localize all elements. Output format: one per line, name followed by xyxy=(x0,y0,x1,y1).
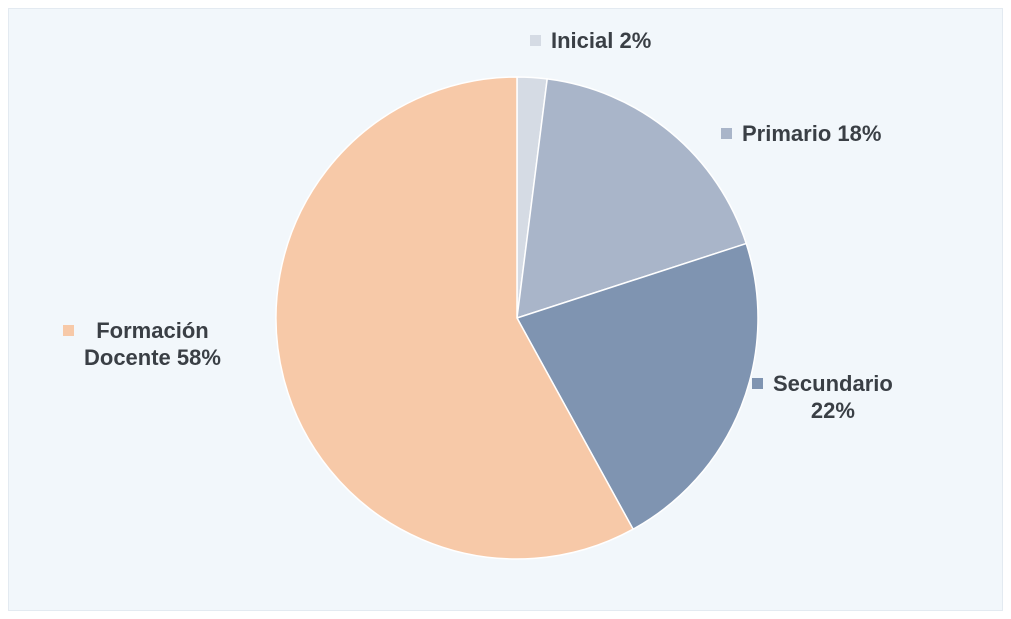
swatch-secundario xyxy=(752,378,763,389)
swatch-inicial xyxy=(530,35,541,46)
label-formacion-text: Formación Docente 58% xyxy=(84,317,221,371)
pie-slice-secundario xyxy=(515,242,759,531)
swatch-primario xyxy=(721,128,732,139)
label-secundario: Secundario 22% xyxy=(752,370,893,424)
label-secundario-line1: Secundario xyxy=(773,371,893,396)
label-inicial: Inicial 2% xyxy=(530,27,651,54)
label-formacion-line2: Docente 58% xyxy=(84,345,221,370)
pie-slice-primario xyxy=(516,78,748,320)
label-primario-text: Primario 18% xyxy=(742,121,882,146)
label-inicial-text: Inicial 2% xyxy=(551,28,652,53)
label-secundario-line2: 22% xyxy=(810,398,855,423)
label-formacion-line1: Formación xyxy=(96,318,209,343)
pie-slices xyxy=(275,76,759,560)
swatch-formacion-docente xyxy=(63,325,74,336)
label-primario: Primario 18% xyxy=(721,120,881,147)
label-formacion-docente: Formación Docente 58% xyxy=(63,317,221,371)
label-secundario-text: Secundario 22% xyxy=(773,370,893,424)
pie-slice-formaci-n-docente xyxy=(275,76,635,560)
